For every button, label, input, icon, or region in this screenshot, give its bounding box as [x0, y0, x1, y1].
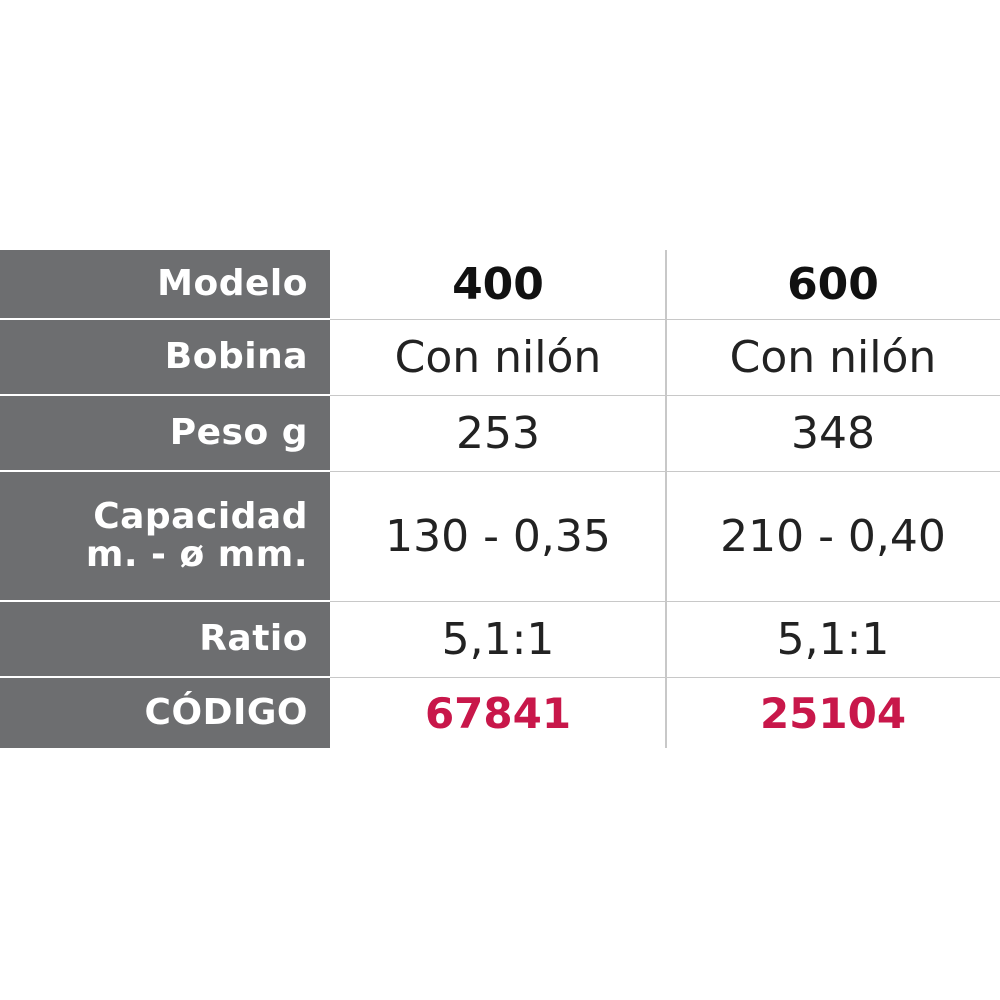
value-cell: 253: [330, 396, 666, 472]
label-text: Bobina: [164, 336, 308, 377]
value-cell: 348: [666, 396, 1000, 472]
value-cell: Con nilón: [666, 320, 1000, 396]
label-text: Peso g: [169, 412, 308, 453]
value-cell: 25104: [759, 688, 907, 738]
label-text: CÓDIGO: [144, 692, 308, 733]
row-label: Capacidad m. - ø mm.: [0, 472, 330, 602]
label-text: Ratio: [199, 618, 308, 659]
value-cell: 130 - 0,35: [330, 472, 666, 602]
value-cell: 210 - 0,40: [666, 472, 1000, 602]
value-cell: 5,1:1: [330, 602, 666, 678]
row-label: Peso g: [0, 396, 330, 472]
value-cell: Con nilón: [330, 320, 666, 396]
row-label: Ratio: [0, 602, 330, 678]
row-label: Bobina: [0, 320, 330, 396]
value-cell: 67841: [424, 688, 572, 738]
label-text: Capacidad: [93, 496, 308, 537]
value-cell: 600: [666, 250, 1000, 320]
value-cell: 5,1:1: [666, 602, 1000, 678]
label-text: Modelo: [157, 263, 308, 304]
value-cell: 400: [330, 250, 666, 320]
label-text: m. - ø mm.: [85, 534, 308, 575]
row-label: Modelo: [0, 250, 330, 320]
row-label: CÓDIGO: [0, 678, 330, 748]
column-divider: [665, 250, 667, 748]
